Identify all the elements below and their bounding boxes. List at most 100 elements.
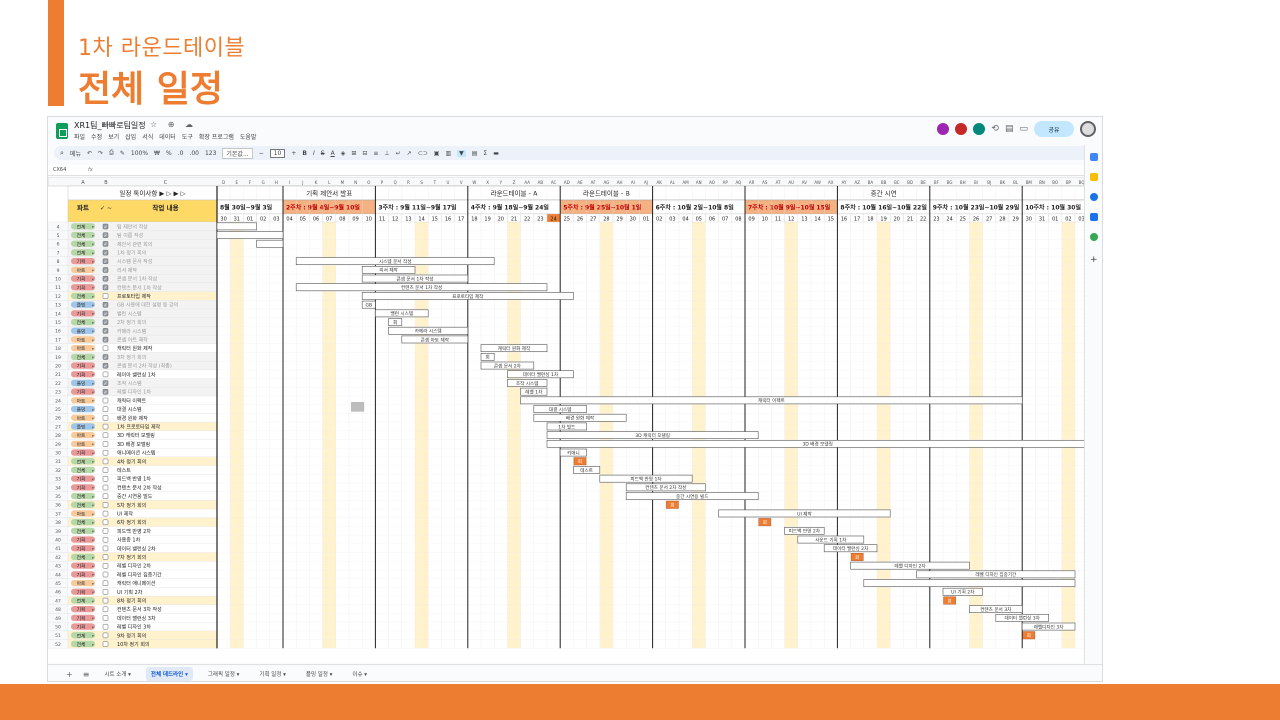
menu-item[interactable]: 수정: [91, 134, 103, 141]
paint-format-icon[interactable]: ✎: [119, 149, 125, 157]
filter-icon[interactable]: ▼: [457, 149, 466, 157]
checkbox: [102, 345, 109, 352]
menu-item[interactable]: 삽입: [125, 134, 137, 141]
increase-decimal[interactable]: .00: [189, 149, 199, 157]
functions-icon[interactable]: Σ: [483, 149, 488, 157]
font-size-increase[interactable]: +: [291, 149, 297, 157]
part-tag: [71, 258, 95, 265]
menu-item[interactable]: 데이터: [159, 134, 176, 141]
sheet-tab[interactable]: 기획 일정 ▾: [259, 672, 286, 678]
link-icon[interactable]: ⊂⊃: [417, 149, 428, 157]
add-addon-icon[interactable]: +: [1090, 255, 1098, 265]
day-label: 20: [894, 216, 900, 222]
sheet-tab[interactable]: 그래픽 일정 ▾: [207, 672, 240, 678]
collaborator-avatar-icon[interactable]: [955, 123, 968, 135]
name-box[interactable]: CX64: [53, 167, 67, 173]
comment-icon[interactable]: ▤: [1004, 124, 1014, 134]
share-button[interactable]: 공유: [1034, 121, 1074, 137]
menu-item[interactable]: 도움말: [239, 134, 257, 141]
italic-icon[interactable]: I: [312, 149, 315, 157]
decrease-decimal[interactable]: .0: [177, 149, 184, 157]
collaborator-avatar-icon[interactable]: [937, 123, 950, 135]
merge-icon[interactable]: ⊟: [362, 149, 368, 157]
document-title[interactable]: XR1팀_빠빠로팀일정: [74, 121, 146, 130]
sheet-tab[interactable]: 플밍 일정 ▾: [305, 672, 333, 678]
sheet-tab[interactable]: 시트 소개 ▾: [104, 672, 131, 678]
redo-icon[interactable]: ↷: [98, 149, 104, 157]
day-label: 02: [260, 216, 266, 222]
row-number: 50: [55, 625, 61, 631]
part-dropdown-icon: ▾: [92, 260, 94, 264]
menu-item[interactable]: 도구: [181, 134, 193, 141]
day-label: 16: [445, 216, 451, 222]
sheet-tab[interactable]: 전체 데드라인 ▾: [145, 667, 193, 681]
print-icon[interactable]: ⎙: [109, 149, 114, 156]
font-size-input[interactable]: 10: [269, 148, 286, 158]
header-check: ✓ ~: [100, 205, 112, 212]
contacts-icon[interactable]: [1090, 213, 1098, 221]
fill-color-icon[interactable]: ◈: [340, 149, 346, 157]
gantt-bar-label: 캐릭터 이펙트: [758, 397, 785, 404]
text-color-icon[interactable]: A: [330, 149, 335, 157]
keep-icon[interactable]: [1090, 173, 1098, 181]
number-format[interactable]: 123: [204, 149, 217, 157]
column-letter: E: [236, 180, 239, 185]
part-dropdown-icon: ▾: [92, 556, 94, 560]
borders-icon[interactable]: ⊞: [351, 149, 357, 157]
column-letter: AT: [776, 180, 781, 185]
gantt-bar: [969, 605, 1023, 614]
wrap-icon[interactable]: ↵: [395, 149, 401, 157]
menu-item[interactable]: 파일: [74, 134, 86, 141]
menu-item[interactable]: 보기: [108, 134, 120, 141]
comment-add-icon[interactable]: ▣: [433, 149, 440, 157]
undo-icon[interactable]: ↶: [86, 149, 92, 157]
search-icon[interactable]: ⌕: [60, 148, 64, 157]
menu-item[interactable]: 확장 프로그램: [198, 134, 234, 141]
add-sheet-icon[interactable]: +: [66, 669, 73, 679]
sheets-logo-icon[interactable]: [56, 123, 68, 139]
checkbox: [102, 536, 109, 543]
font-select[interactable]: 기본값...: [222, 147, 253, 159]
checkbox: [102, 302, 109, 308]
part-tag: [71, 318, 95, 326]
part-dropdown-icon: ▾: [92, 634, 94, 638]
all-sheets-icon[interactable]: ≡: [82, 669, 90, 679]
rotate-icon[interactable]: ↗: [406, 149, 412, 157]
chart-icon[interactable]: ▥: [445, 149, 452, 157]
row-number: 48: [55, 607, 61, 613]
valign-icon[interactable]: ⊥: [384, 149, 390, 157]
star-move-cloud-icons[interactable]: ☆ ⊕ ☁: [150, 120, 197, 129]
bold-icon[interactable]: B: [302, 149, 307, 157]
font-size-decrease[interactable]: −: [258, 149, 264, 157]
formula-bar: CX64 fx: [48, 165, 1088, 176]
strikethrough-icon[interactable]: S: [320, 149, 325, 157]
menu-search[interactable]: 메뉴: [69, 150, 81, 158]
profile-avatar-icon[interactable]: [1080, 121, 1096, 137]
sheet-grid[interactable]: A B C D E F G H I J K L M N O P Q R S T U V W X Y Z AA AB AC AD AE AF AG…: [48, 177, 1086, 663]
collaborator-avatar-icon[interactable]: [973, 123, 986, 135]
input-tools-icon[interactable]: ▬: [493, 149, 499, 157]
zoom-select[interactable]: 100%: [130, 149, 149, 157]
part-dropdown-icon: ▾: [92, 356, 94, 360]
sheet-tab[interactable]: 이슈 ▾: [352, 672, 368, 678]
part-dropdown-icon: ▾: [92, 399, 94, 403]
row-number: 31: [55, 459, 61, 465]
checkbox: [102, 632, 109, 639]
menu-item[interactable]: 서식: [142, 134, 154, 141]
align-icon[interactable]: ≡: [373, 149, 379, 157]
currency-format[interactable]: ₩: [154, 149, 160, 157]
checkbox: [102, 441, 109, 447]
meet-icon[interactable]: ▭: [1019, 124, 1028, 134]
gantt-bar: [520, 396, 1023, 405]
checkbox: [102, 310, 109, 317]
percent-format[interactable]: %: [165, 149, 172, 157]
filter-views-icon[interactable]: ▤: [471, 149, 478, 157]
history-icon[interactable]: ⟲: [991, 124, 999, 134]
day-label: 31: [1039, 216, 1045, 222]
calendar-icon[interactable]: [1090, 153, 1098, 161]
part-label: 기획: [77, 615, 86, 622]
maps-icon[interactable]: [1090, 233, 1098, 241]
task-label: 캐릭터 이펙트: [117, 397, 147, 404]
checkbox: [102, 510, 109, 517]
tasks-icon[interactable]: [1090, 193, 1098, 201]
